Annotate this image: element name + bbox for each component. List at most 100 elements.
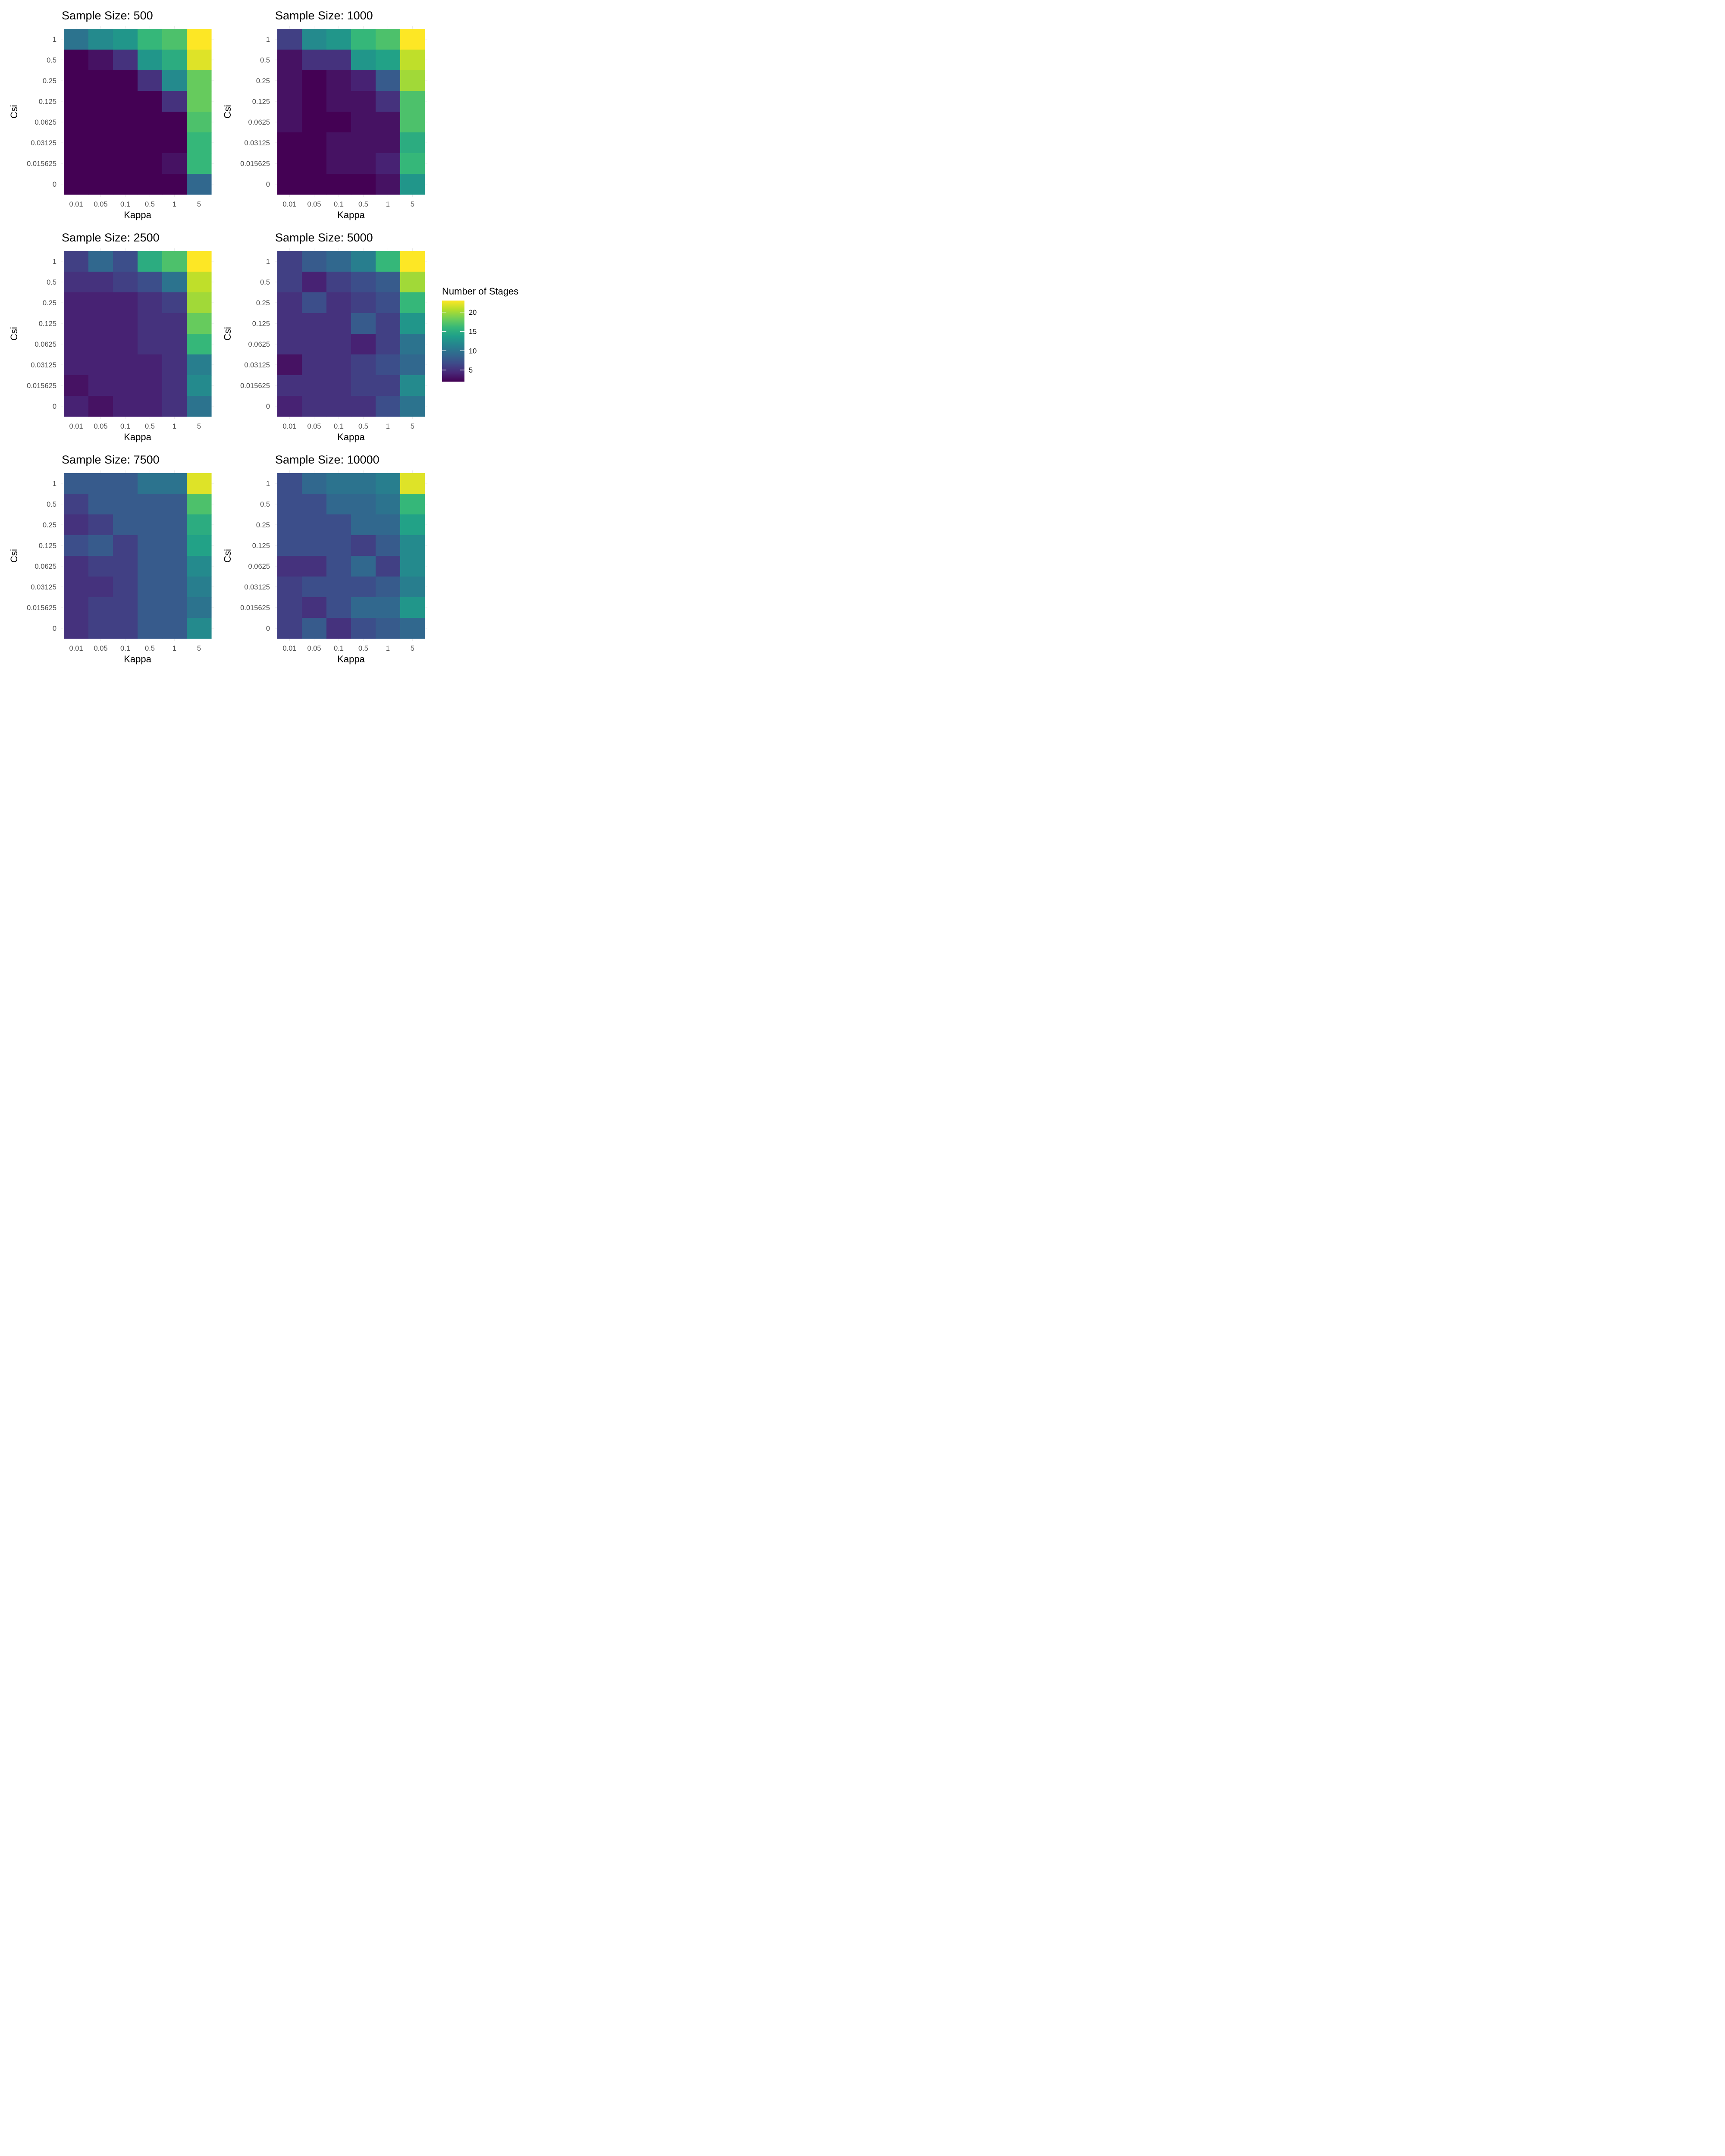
heatmap-cell	[138, 272, 163, 293]
heatmap-cell	[113, 556, 138, 577]
x-axis-label: Kappa	[124, 432, 151, 442]
y-tick-label: 0.125	[39, 542, 56, 550]
heatmap-cell	[88, 473, 113, 494]
heatmap-cell	[162, 132, 187, 154]
heatmap-cell	[277, 132, 302, 154]
x-tick-label: 0.05	[94, 423, 107, 430]
heatmap-cell	[187, 29, 212, 50]
heatmap-cell	[302, 251, 327, 272]
heatmap-cell	[187, 334, 212, 355]
heatmap-cell	[113, 396, 138, 417]
heatmap-cell	[400, 29, 425, 50]
x-tick-label: 0.1	[334, 201, 344, 208]
heatmap-cell	[88, 112, 113, 133]
heatmap-cell	[64, 132, 89, 154]
heatmap-cell	[376, 70, 401, 91]
heatmap-cell	[326, 618, 351, 639]
heatmap-cell	[302, 313, 327, 334]
heatmap-cell	[88, 174, 113, 195]
heatmap-cell	[162, 494, 187, 515]
heatmap-cell	[400, 70, 425, 91]
heatmap-cell	[351, 29, 376, 50]
x-tick-label: 5	[197, 645, 201, 652]
heatmap-cell	[113, 514, 138, 536]
heatmap-cell	[302, 292, 327, 313]
heatmap-cell	[400, 577, 425, 598]
heatmap-cell	[376, 50, 401, 71]
x-tick-label: 0.5	[145, 423, 155, 430]
heatmap-svg: Sample Size: 1000 0.01 0.05 0.1 0.5 1 5 1 0.5 0.2…	[222, 9, 427, 220]
heatmap-cell	[113, 334, 138, 355]
y-tick-label: 1	[53, 480, 56, 488]
heatmap-cell	[376, 251, 401, 272]
heatmap-cell	[400, 292, 425, 313]
heatmap-cell	[187, 473, 212, 494]
x-tick-label: 0.1	[120, 423, 130, 430]
heatmap-cell	[351, 272, 376, 293]
y-axis-label: Csi	[222, 105, 233, 119]
heatmap-cell	[187, 292, 212, 313]
heatmap-cell	[88, 597, 113, 618]
heatmap-cell	[162, 514, 187, 536]
x-tick-label: 5	[411, 423, 414, 430]
heatmap-cell	[376, 556, 401, 577]
heatmap-cell	[187, 396, 212, 417]
heatmap-cell	[88, 153, 113, 174]
heatmap-svg: Sample Size: 2500 0.01 0.05 0.1 0.5 1 5 1 0.5 0.2…	[9, 231, 214, 442]
heatmap-cell	[326, 91, 351, 112]
heatmap-cell	[351, 577, 376, 598]
heatmap-cell	[326, 375, 351, 396]
x-axis-label: Kappa	[124, 210, 151, 220]
x-tick-label: 0.5	[145, 645, 155, 652]
x-tick-label: 0.01	[69, 201, 83, 208]
heatmap-cell	[302, 396, 327, 417]
heatmap-cell	[376, 29, 401, 50]
y-tick-label: 0	[266, 181, 270, 188]
y-tick-label: 1	[266, 480, 270, 488]
panel-title: Sample Size: 7500	[62, 453, 160, 466]
heatmap-cell	[302, 514, 327, 536]
heatmap-cell	[277, 50, 302, 71]
heatmap-cell	[138, 313, 163, 334]
x-tick-label: 1	[386, 423, 390, 430]
panel-sample-5000: Sample Size: 5000 0.01 0.05 0.1 0.5 1 5 1 0.5 0.2…	[222, 229, 436, 451]
heatmap-cell	[64, 577, 89, 598]
heatmap-cell	[138, 251, 163, 272]
heatmap-cell	[376, 514, 401, 536]
heatmap-cell	[138, 132, 163, 154]
heatmap-cell	[138, 50, 163, 71]
y-tick-label: 0	[266, 625, 270, 633]
heatmap-cell	[162, 334, 187, 355]
y-tick-label: 0.03125	[244, 139, 270, 147]
heatmap-cell	[376, 535, 401, 556]
y-tick-label: 1	[266, 36, 270, 44]
y-tick-label: 0.125	[39, 98, 56, 106]
heatmap-cell	[113, 29, 138, 50]
heatmap-cell	[138, 494, 163, 515]
heatmap-cell	[326, 292, 351, 313]
heatmap-cell	[162, 577, 187, 598]
heatmap-cell	[162, 597, 187, 618]
heatmap-cell	[302, 29, 327, 50]
heatmap-cell	[64, 272, 89, 293]
heatmap-cell	[400, 50, 425, 71]
legend-ticks: 20 15 10 5	[442, 309, 477, 374]
x-tick-label: 1	[172, 201, 176, 208]
heatmap-cell	[351, 396, 376, 417]
heatmap-cell	[64, 618, 89, 639]
y-axis-label: Csi	[9, 327, 19, 341]
heatmap-cell	[326, 597, 351, 618]
heatmap-cell	[138, 535, 163, 556]
x-tick-label: 0.05	[94, 201, 107, 208]
heatmap-cell	[326, 556, 351, 577]
heatmap-cell	[400, 597, 425, 618]
x-tick-label: 0.1	[120, 201, 130, 208]
heatmap-cell	[138, 618, 163, 639]
heatmap-cell	[277, 473, 302, 494]
y-tick-label: 0.0625	[248, 341, 270, 348]
legend-tick-label: 20	[469, 309, 477, 317]
heatmap-cell	[351, 50, 376, 71]
heatmap-cell	[351, 556, 376, 577]
x-tick-label: 0.05	[307, 423, 321, 430]
heatmap-cell	[277, 29, 302, 50]
